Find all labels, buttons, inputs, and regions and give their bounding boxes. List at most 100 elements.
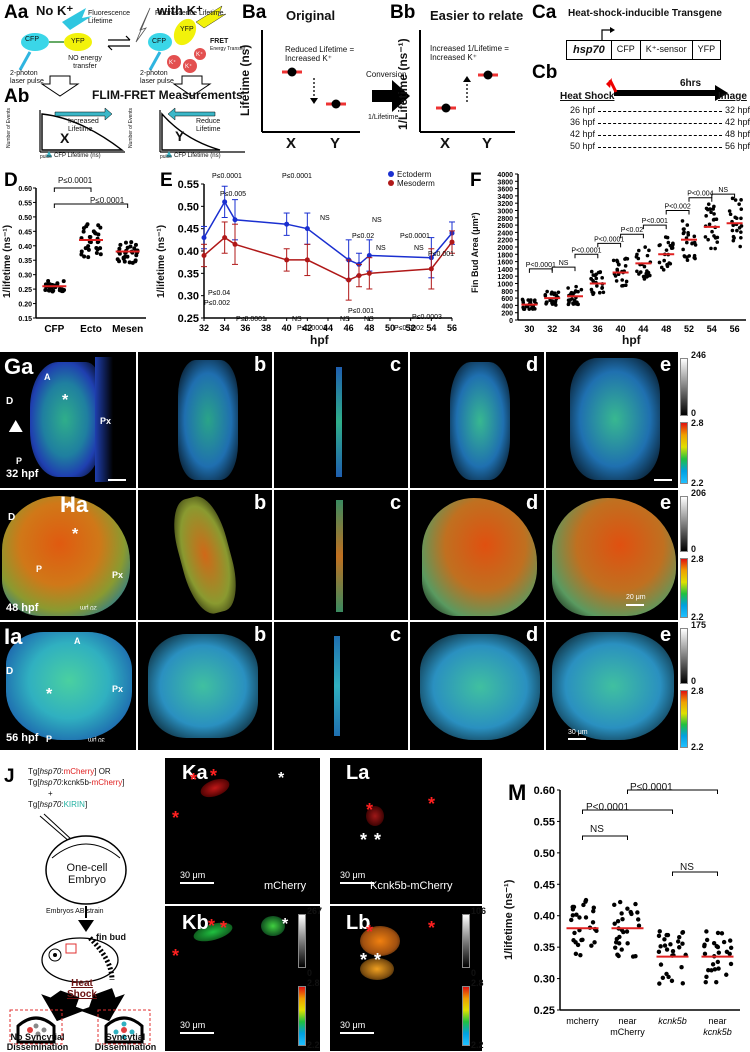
m-point: [669, 978, 675, 984]
f-x-tick-label: 32: [547, 324, 557, 334]
l-colorbar: 106 0 2.8 2.2: [462, 906, 492, 1050]
e-annotation-top: NS: [320, 215, 330, 222]
e-x-tick-label: 42: [302, 323, 312, 333]
m-point: [670, 948, 676, 954]
k-scale-lo: 2.2: [307, 1040, 320, 1050]
with-k-title: with K⁺: [157, 3, 203, 18]
m-x-tick-label: mCherry: [610, 1027, 645, 1037]
f-y-tick-label: 2600: [497, 223, 513, 230]
cfp-label-left: CFP: [25, 36, 39, 43]
la-asterisk-1: *: [366, 800, 374, 820]
j-plus: +: [48, 789, 53, 798]
f-point: [576, 302, 580, 307]
f-y-tick-label: 2000: [497, 245, 513, 252]
j-line-1: Tg[hsp70:mCherry] OR: [28, 767, 111, 776]
f-point: [574, 284, 578, 289]
m-point: [660, 975, 666, 980]
j-embryo: One-cell Embryo: [66, 862, 108, 886]
m-point: [721, 939, 727, 945]
e-annotation-top: NS: [376, 245, 386, 252]
b-y-left: Y: [330, 135, 341, 152]
e-x-tick-label: 50: [385, 323, 395, 333]
g-stage: 32 hpf: [6, 468, 39, 480]
f-point: [681, 247, 685, 252]
f-point: [616, 262, 621, 267]
e-x-tick-label: 36: [240, 323, 250, 333]
f-y-tick-label: 3200: [497, 201, 513, 208]
pulse-right: pulse: [160, 154, 172, 160]
k-scale-hi: 2.8: [307, 978, 320, 988]
label-ie: e: [660, 624, 672, 646]
h-d: D: [8, 512, 16, 523]
m-point: [581, 902, 586, 908]
j-line-2: Tg[hsp70:kcnk5b-mCherry]: [28, 778, 125, 787]
e-annotation-bottom: NS: [364, 316, 374, 323]
e-x-tick-label: 48: [364, 323, 374, 333]
label-ic: c: [390, 624, 402, 646]
m-point: [625, 941, 630, 946]
m-x-tick-label: near: [618, 1016, 636, 1026]
m-point: [613, 945, 618, 950]
m-point: [662, 937, 667, 942]
i-d: D: [6, 666, 14, 677]
chart-f: 0200400600800100012001400160018002000220…: [497, 172, 746, 334]
k-ion-2: K⁺: [185, 64, 193, 70]
f-point: [530, 306, 534, 310]
f-point: [595, 284, 599, 288]
f-point: [712, 212, 716, 216]
image-he: [546, 490, 678, 620]
f-point: [682, 230, 686, 235]
lb-asterisk-white-2: *: [374, 950, 382, 970]
m-point: [664, 947, 670, 952]
fret-label: FRET: [210, 38, 229, 45]
f-point: [589, 287, 594, 292]
fluor-lifetime-left: Fluorescence Lifetime: [88, 10, 131, 25]
label-ge: e: [660, 354, 672, 376]
f-point: [704, 214, 708, 218]
h-stage: 48 hpf: [6, 602, 39, 614]
f-annotation: NS: [559, 260, 569, 267]
d-point: [95, 247, 100, 252]
f-annotation: NS: [718, 187, 728, 194]
panel-label-ba: Ba: [242, 2, 267, 23]
g-a: A: [44, 372, 51, 382]
six-hrs-label: 6hrs: [680, 78, 702, 89]
lb-scale-text: 30 μm: [340, 1020, 366, 1030]
m-y-tick-label: 0.45: [534, 879, 555, 891]
pulse-left: pulse: [40, 154, 52, 160]
label-la: La: [346, 762, 370, 784]
f-x-tick-label: 36: [593, 324, 603, 334]
fluor-lifetime-right: Fluorescence Lifetime: [155, 10, 224, 17]
e-y-tick-label: 0.40: [178, 246, 199, 258]
f-xlabel: hpf: [622, 333, 641, 347]
g-colorbar: 246 0 2.8 2.2: [680, 350, 750, 488]
image-gd: [410, 352, 544, 488]
f-y-tick-label: 3000: [497, 209, 513, 216]
f-point: [730, 196, 735, 201]
f-x-tick-label: 40: [616, 324, 626, 334]
f-bracket: [574, 253, 599, 259]
la-asterisk-2: *: [428, 794, 436, 814]
f-point: [693, 243, 698, 247]
m-point: [590, 920, 596, 925]
label-ka: Ka: [182, 762, 208, 784]
f-point: [668, 261, 673, 266]
h-colorbar: 206 0 2.8 2.2: [680, 488, 750, 622]
panel-b: Ba Original Bb Easier to relate Lifetime…: [238, 0, 525, 160]
d-y-tick-label: 0.15: [18, 316, 32, 323]
label-he: e: [660, 492, 672, 514]
panel-label-e: E: [160, 170, 173, 191]
d-bracket: [53, 203, 129, 208]
m-point: [702, 942, 707, 947]
d-point: [55, 282, 60, 287]
e-annotation-bottom: P≤0.001: [348, 308, 374, 315]
f-point: [600, 285, 605, 290]
ka-asterisk-2: *: [210, 766, 218, 786]
e-annotation-top: P≤0.0001: [212, 173, 242, 180]
m-point: [712, 967, 718, 972]
m-ns2: NS: [680, 862, 694, 873]
f-point: [552, 291, 557, 296]
m-point: [633, 954, 638, 959]
hist-y-label: Y: [175, 128, 185, 144]
d-point: [133, 242, 138, 247]
